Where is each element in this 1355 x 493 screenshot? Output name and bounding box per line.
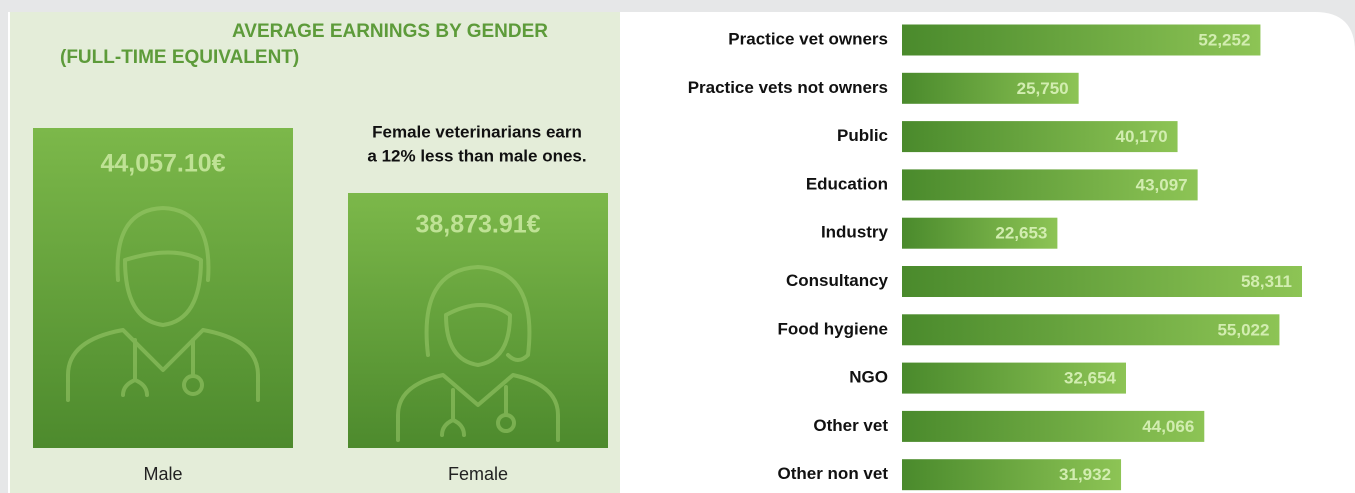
bar — [902, 169, 1198, 201]
bar — [902, 410, 1205, 442]
bar — [902, 72, 1079, 104]
category-label: Industry — [821, 223, 889, 242]
male-box — [33, 128, 293, 448]
bar-value-label: 58,311 — [1241, 272, 1292, 291]
bar-value-label: 44,066 — [1142, 417, 1194, 436]
bar-value-label: 22,653 — [995, 224, 1047, 243]
bar-value-label: 40,170 — [1116, 127, 1168, 146]
bar-value-label: 55,022 — [1217, 320, 1269, 339]
bar-value-label: 43,097 — [1136, 175, 1188, 194]
bar-value-label: 31,932 — [1059, 465, 1111, 484]
category-label: Practice vet owners — [728, 29, 888, 48]
bar — [902, 24, 1261, 56]
female-icon — [396, 265, 560, 442]
category-label: Other vet — [813, 416, 888, 435]
category-label: Consultancy — [786, 271, 889, 290]
male-label: Male — [143, 464, 182, 484]
subtitle: (FULL-TIME EQUIVALENT) — [60, 47, 299, 68]
title: AVERAGE EARNINGS BY GENDER — [232, 21, 548, 42]
bar-value-label: 25,750 — [1017, 79, 1069, 98]
bar — [902, 121, 1178, 153]
female-label: Female — [448, 464, 508, 484]
bar — [902, 459, 1122, 491]
category-label: Public — [837, 126, 888, 145]
category-label: Education — [806, 174, 888, 193]
note-line: a 12% less than male ones. — [367, 146, 586, 165]
note-line: Female veterinarians earn — [372, 122, 582, 141]
bar — [902, 266, 1302, 297]
category-label: Food hygiene — [778, 319, 889, 338]
bar-value-label: 32,654 — [1064, 369, 1117, 388]
male-icon — [66, 206, 260, 402]
bar-value-label: 52,252 — [1198, 30, 1250, 49]
category-label: NGO — [849, 368, 888, 387]
bar — [902, 217, 1058, 249]
female-value: 38,873.91€ — [415, 211, 540, 239]
bar — [902, 314, 1280, 346]
bar — [902, 362, 1126, 394]
male-value: 44,057.10€ — [100, 150, 225, 178]
category-label: Other non vet — [777, 464, 888, 483]
category-label: Practice vets not owners — [688, 78, 888, 97]
